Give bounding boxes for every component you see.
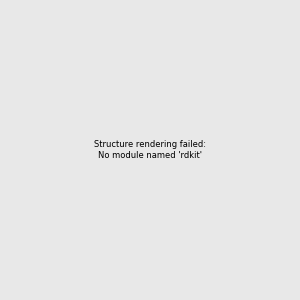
Text: Structure rendering failed:
No module named 'rdkit': Structure rendering failed: No module na… — [94, 140, 206, 160]
